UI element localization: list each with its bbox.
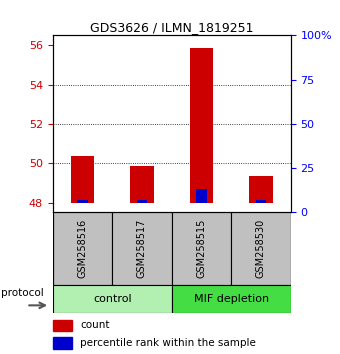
Bar: [231, 212, 291, 285]
Bar: [53, 285, 172, 313]
Bar: [71, 156, 94, 202]
Bar: [190, 48, 214, 202]
Bar: [172, 212, 231, 285]
Bar: [53, 337, 72, 348]
Text: GSM258515: GSM258515: [197, 219, 206, 278]
Bar: [130, 166, 154, 202]
Bar: [53, 212, 112, 285]
Text: count: count: [80, 320, 109, 330]
Bar: [77, 200, 88, 202]
Text: protocol: protocol: [1, 288, 44, 298]
Bar: [256, 200, 266, 202]
Bar: [137, 200, 147, 202]
Bar: [196, 189, 207, 202]
Bar: [112, 212, 172, 285]
Text: MIF depletion: MIF depletion: [194, 294, 269, 304]
Text: GSM258516: GSM258516: [78, 219, 87, 278]
Text: percentile rank within the sample: percentile rank within the sample: [80, 338, 256, 348]
Text: control: control: [93, 294, 132, 304]
Text: GSM258517: GSM258517: [137, 219, 147, 278]
Bar: [53, 320, 72, 331]
Bar: [172, 285, 291, 313]
Bar: [249, 176, 273, 202]
Title: GDS3626 / ILMN_1819251: GDS3626 / ILMN_1819251: [90, 21, 253, 34]
Text: GSM258530: GSM258530: [256, 219, 266, 278]
